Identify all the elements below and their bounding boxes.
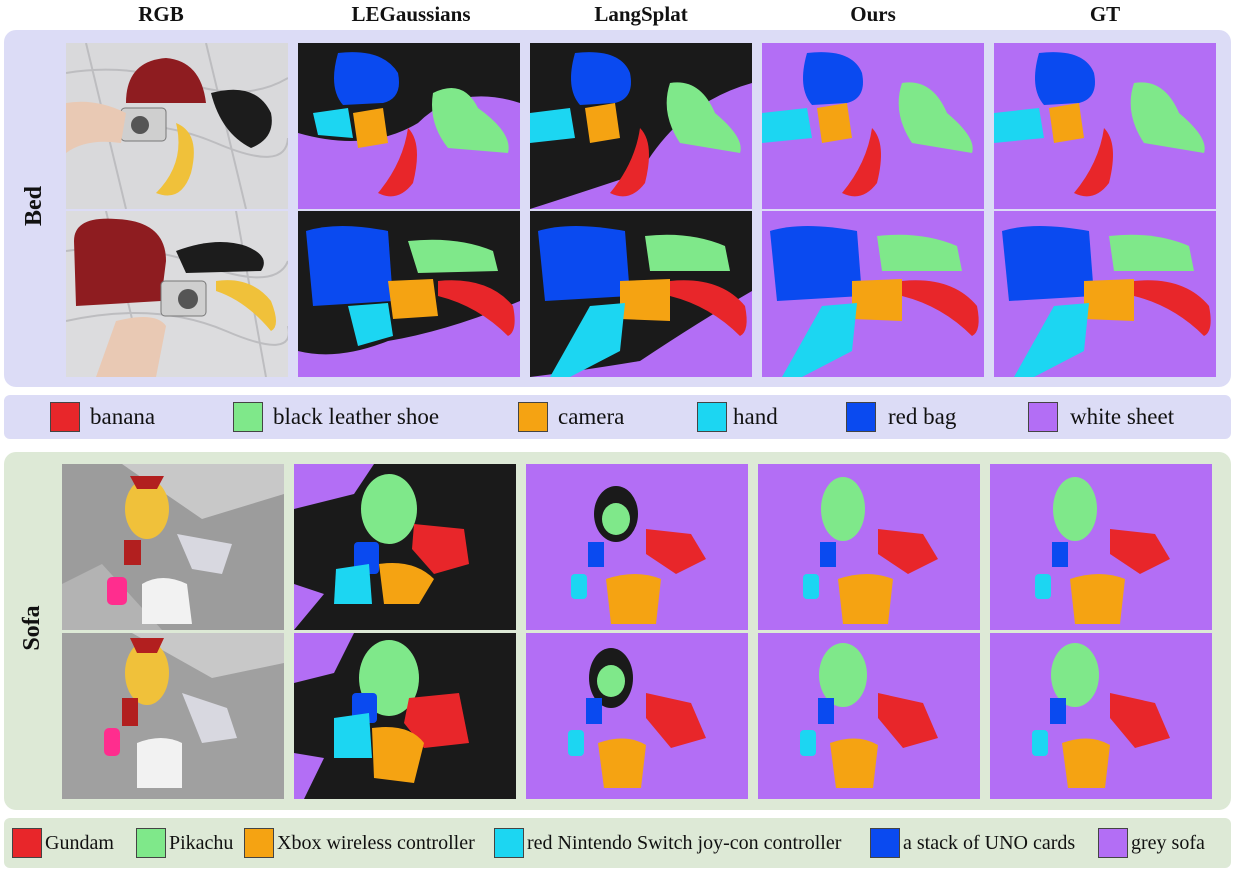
bed-langsplat-view-1 <box>530 43 752 209</box>
column-header-ours: Ours <box>850 2 896 26</box>
legend-swatch <box>12 828 42 858</box>
legend-item-hand: hand <box>697 402 778 432</box>
sofa-langsplat-view-1 <box>526 464 748 630</box>
sofa-ours-view-1 <box>758 464 980 630</box>
legend-label: Gundam <box>45 831 114 854</box>
legend-item-pikachu: Pikachu <box>136 828 233 858</box>
legend-swatch <box>50 402 80 432</box>
legend-swatch <box>1098 828 1128 858</box>
legend-swatch <box>518 402 548 432</box>
column-header-gt: GT <box>1089 2 1121 26</box>
legend-label: Pikachu <box>169 831 234 854</box>
legend-item-banana: banana <box>50 402 155 432</box>
bed-rgb-view-2 <box>66 211 288 377</box>
column-header-legaussians: LEGaussians <box>351 2 471 26</box>
sofa-ours-view-2 <box>758 633 980 799</box>
legend-swatch <box>136 828 166 858</box>
row-label-sofa: Sofa <box>19 605 45 651</box>
bed-legaussians-view-2 <box>298 211 520 377</box>
legend-item-white-sheet: white sheet <box>1028 402 1174 432</box>
legend-label: red bag <box>888 404 957 429</box>
legend-swatch <box>846 402 876 432</box>
bed-ours-view-2 <box>762 211 984 377</box>
legend-swatch <box>1028 402 1058 432</box>
bed-gt-view-2 <box>994 211 1216 377</box>
bed-legaussians-view-1 <box>298 43 520 209</box>
legend-label: black leather shoe <box>273 404 440 429</box>
legend-swatch <box>233 402 263 432</box>
legend-item-gundam: Gundam <box>12 828 114 858</box>
sofa-legaussians-view-2 <box>294 633 516 799</box>
bed-rgb-view-1 <box>66 43 288 209</box>
bed-ours-view-1 <box>762 43 984 209</box>
legend-label: hand <box>733 404 778 429</box>
legend-label: grey sofa <box>1131 831 1205 854</box>
legend-swatch <box>697 402 727 432</box>
legend-label: camera <box>558 404 625 429</box>
legend-swatch <box>244 828 274 858</box>
legend-label: a stack of UNO cards <box>903 831 1076 854</box>
bed-langsplat-view-2 <box>530 211 752 377</box>
legend-label: Xbox wireless controller <box>277 831 475 854</box>
row-label-bed: Bed <box>21 186 47 227</box>
legend-item-joycon: red Nintendo Switch joy-con controller <box>494 828 841 858</box>
legend-swatch <box>870 828 900 858</box>
legend-item-red-bag: red bag <box>846 402 956 432</box>
bed-gt-view-1 <box>994 43 1216 209</box>
legend-label: red Nintendo Switch joy-con controller <box>527 831 842 854</box>
bed-legend: banana black leather shoe camera hand re… <box>4 395 1231 439</box>
column-header-langsplat: LangSplat <box>594 2 688 26</box>
legend-item-black-leather-shoe: black leather shoe <box>233 402 439 432</box>
legend-item-camera: camera <box>518 402 624 432</box>
legend-item-uno-cards: a stack of UNO cards <box>870 828 1075 858</box>
column-header-rgb: RGB <box>138 2 184 26</box>
sofa-legaussians-view-1 <box>294 464 516 630</box>
sofa-gt-view-2 <box>990 633 1212 799</box>
sofa-rgb-view-2 <box>62 633 284 799</box>
sofa-legend: Gundam Pikachu Xbox wireless controller … <box>4 818 1231 868</box>
legend-label: banana <box>90 404 156 429</box>
legend-item-xbox-controller: Xbox wireless controller <box>244 828 475 858</box>
sofa-langsplat-view-2 <box>526 633 748 799</box>
sofa-gt-view-1 <box>990 464 1212 630</box>
legend-item-grey-sofa: grey sofa <box>1098 828 1205 858</box>
sofa-rgb-view-1 <box>62 464 284 630</box>
legend-swatch <box>494 828 524 858</box>
legend-label: white sheet <box>1070 404 1175 429</box>
